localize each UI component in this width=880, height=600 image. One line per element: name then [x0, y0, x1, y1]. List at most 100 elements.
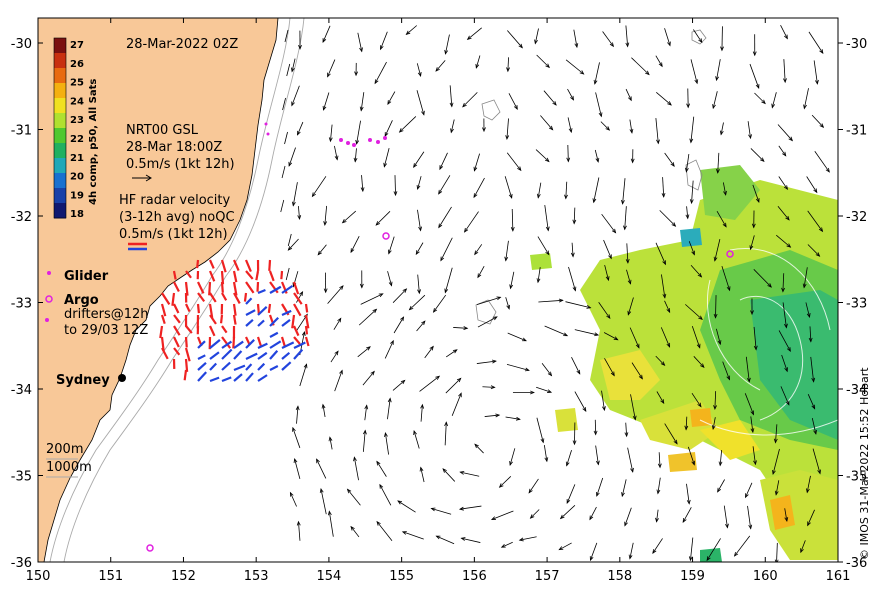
current-vector	[376, 461, 387, 477]
y-tick-label-right: -33	[846, 297, 867, 312]
argo-symbol	[45, 295, 53, 303]
current-vector-head	[726, 286, 731, 292]
current-vector-head	[811, 404, 816, 410]
colorbar-segment	[54, 143, 66, 159]
current-vector-head	[327, 510, 332, 516]
current-vector-head	[545, 63, 550, 69]
current-vector	[775, 480, 780, 495]
current-vector-head	[745, 493, 749, 499]
current-vector	[734, 535, 751, 557]
current-vector-head	[552, 101, 557, 106]
y-axis: -30 -30 -31 -31 -32 -32 -33 -33 -34 -34 -35 -35 -36 -…	[11, 37, 867, 571]
radar-vector	[256, 336, 262, 346]
radar-vector	[209, 338, 221, 349]
current-vector-head	[444, 288, 449, 294]
radar-vector	[185, 270, 192, 279]
x-tick-label: 152	[171, 569, 196, 584]
current-vector	[299, 364, 307, 387]
current-vector	[603, 332, 618, 341]
current-vector	[375, 211, 391, 226]
glider-label: Glider	[64, 269, 109, 284]
current-vector-head	[657, 463, 662, 469]
current-vector	[778, 176, 788, 190]
current-vector	[691, 325, 701, 348]
current-vector	[664, 423, 678, 444]
current-vector-head	[534, 39, 538, 45]
hf-scale-arrows	[128, 242, 147, 251]
current-vector-head	[689, 138, 694, 144]
radar-vector	[221, 340, 233, 349]
current-vector	[750, 148, 765, 162]
current-vector	[782, 302, 787, 328]
radar-vector	[293, 303, 302, 317]
current-vector-head	[613, 336, 619, 341]
current-vector-head	[712, 104, 716, 110]
radar-vector	[280, 270, 284, 280]
current-vector	[716, 59, 721, 81]
current-vector-head	[290, 67, 295, 73]
current-vector-head	[666, 308, 671, 314]
radar-vector	[221, 376, 232, 383]
current-vector-head	[725, 523, 729, 529]
current-vector	[622, 178, 626, 204]
current-vector-head	[645, 70, 650, 76]
current-vector	[364, 405, 368, 421]
current-vector	[625, 25, 629, 47]
current-vector	[660, 327, 670, 348]
current-vector	[477, 265, 485, 278]
current-vector-head	[444, 49, 449, 55]
radar-vector	[160, 303, 167, 317]
radar-vector	[220, 259, 227, 273]
current-vector-head	[579, 70, 585, 75]
current-vector	[655, 355, 665, 366]
current-vector-head	[652, 549, 657, 554]
radar-vector	[293, 348, 304, 360]
drifters-label-1: drifters@12h	[64, 307, 149, 322]
current-vector-head	[814, 79, 819, 85]
current-vector	[690, 265, 702, 278]
y-tick-label: -30	[11, 37, 32, 52]
colorbar-tick-label: 19	[70, 190, 84, 201]
current-vector	[655, 242, 666, 265]
glider-symbol	[47, 271, 51, 275]
current-vector-head	[299, 291, 304, 296]
current-vector	[753, 269, 772, 288]
current-vector-head	[429, 345, 434, 351]
radar-vector	[281, 284, 294, 294]
current-vector-head	[350, 248, 355, 254]
current-vector	[354, 148, 357, 162]
argo-label: Argo	[64, 293, 99, 308]
current-vector	[745, 482, 753, 498]
current-vector	[664, 152, 675, 167]
current-vector	[282, 97, 286, 111]
current-vector-head	[390, 339, 394, 345]
current-vector	[806, 176, 818, 193]
current-vector-head	[387, 100, 392, 106]
current-vector	[409, 294, 426, 311]
current-vector	[627, 447, 634, 472]
current-vector	[438, 206, 452, 228]
current-vector	[593, 177, 600, 203]
current-vector-head	[384, 432, 388, 438]
radar-vector	[173, 325, 181, 336]
nrt-scale-arrow	[132, 174, 152, 182]
current-vector	[693, 29, 703, 43]
x-tick-label: 154	[316, 569, 341, 584]
current-vector	[453, 327, 468, 329]
current-vector	[685, 416, 688, 430]
current-vector-head	[784, 323, 788, 329]
current-vector-head	[401, 531, 407, 535]
current-vector	[506, 363, 530, 371]
current-vector-head	[625, 42, 630, 48]
current-vector-head	[682, 518, 687, 523]
current-vector	[626, 243, 629, 263]
radar-vector	[245, 297, 253, 305]
current-vector	[287, 233, 292, 247]
y-tick-label: -36	[11, 556, 32, 571]
current-vector-head	[638, 374, 643, 380]
current-vector-head	[785, 215, 790, 221]
radar-vector	[257, 362, 266, 371]
colorbar-segment	[54, 158, 66, 174]
current-vector-head	[508, 193, 513, 199]
plot-frame	[37, 17, 839, 563]
